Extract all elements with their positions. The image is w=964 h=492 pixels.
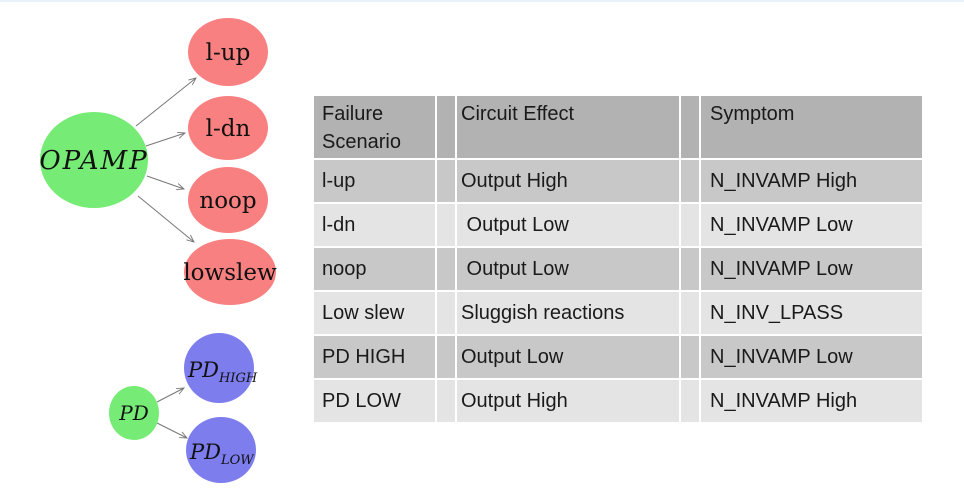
edge-opamp-ldn [145, 133, 185, 147]
node-lowslew [184, 239, 276, 305]
table-row: noop Output Low N_INVAMP Low [314, 248, 922, 290]
scenario-cell: Low slew [314, 292, 435, 334]
symptom-cell: N_INVAMP High [701, 380, 922, 422]
spacer-cell [681, 204, 699, 246]
edge-opamp-lowslew [137, 195, 194, 242]
table-row: Low slew Sluggish reactions N_INV_LPASS [314, 292, 922, 334]
effect-cell: Output Low [457, 248, 679, 290]
edge-pd-pdhigh [156, 388, 184, 403]
node-pd [109, 386, 159, 440]
scenario-cell: l-dn [314, 204, 435, 246]
col-header-symptom: Symptom [701, 96, 922, 158]
table-row: PD LOW Output High N_INVAMP High [314, 380, 922, 422]
node-noop [188, 167, 268, 233]
node-noop-label: noop [199, 188, 256, 214]
header-spacer-2 [681, 96, 699, 158]
edge-pd-pdlow [156, 422, 187, 438]
node-pdhigh-label: PDHIGH [187, 358, 258, 386]
node-pdlow [186, 417, 256, 483]
effect-cell: Output High [457, 160, 679, 202]
fault-tree-diagram: OPAMP l-up l-dn noop lowslew PD PDHIGH P… [39, 18, 277, 483]
effect-cell: Output Low [457, 204, 679, 246]
node-ldn [188, 96, 268, 160]
node-lowslew-label: lowslew [183, 260, 277, 286]
scenario-cell: PD HIGH [314, 336, 435, 378]
node-lup [188, 18, 268, 86]
spacer-cell [437, 380, 455, 422]
node-opamp-label: OPAMP [39, 146, 148, 176]
failure-table: Failure Scenario Circuit Effect Symptom … [312, 94, 924, 424]
pd-tree: PD PDHIGH PDLOW [109, 333, 258, 483]
symptom-cell: N_INVAMP High [701, 160, 922, 202]
symptom-cell: N_INVAMP Low [701, 248, 922, 290]
scenario-cell: PD LOW [314, 380, 435, 422]
effect-cell: Output Low [457, 336, 679, 378]
spacer-cell [681, 380, 699, 422]
node-pd-label: PD [118, 401, 149, 425]
spacer-cell [437, 160, 455, 202]
node-ldn-label: l-dn [206, 116, 251, 142]
symptom-cell: N_INVAMP Low [701, 204, 922, 246]
table-row: PD HIGH Output Low N_INVAMP Low [314, 336, 922, 378]
symptom-cell: N_INVAMP Low [701, 336, 922, 378]
spacer-cell [681, 292, 699, 334]
table-row: l-up Output High N_INVAMP High [314, 160, 922, 202]
node-pdlow-label-sub: LOW [220, 453, 255, 468]
node-pdlow-label-main: PD [189, 440, 221, 464]
spacer-cell [681, 336, 699, 378]
symptom-cell: N_INV_LPASS [701, 292, 922, 334]
spacer-cell [437, 248, 455, 290]
table-header-row: Failure Scenario Circuit Effect Symptom [314, 96, 922, 158]
node-pdhigh-label-main: PD [187, 358, 219, 382]
scenario-cell: noop [314, 248, 435, 290]
spacer-cell [681, 248, 699, 290]
scenario-cell: l-up [314, 160, 435, 202]
node-pdhigh [184, 333, 254, 403]
effect-cell: Sluggish reactions [457, 292, 679, 334]
col-header-failure-scenario: Failure Scenario [314, 96, 435, 158]
node-pdhigh-label-sub: HIGH [218, 371, 258, 386]
spacer-cell [437, 292, 455, 334]
opamp-tree: OPAMP l-up l-dn noop lowslew [39, 18, 277, 305]
spacer-cell [437, 204, 455, 246]
spacer-cell [681, 160, 699, 202]
effect-cell: Output High [457, 380, 679, 422]
top-accent-line [0, 0, 964, 2]
col-header-circuit-effect: Circuit Effect [457, 96, 679, 158]
edge-opamp-noop [146, 175, 184, 189]
node-lup-label: l-up [206, 40, 251, 66]
edge-opamp-lup [135, 78, 196, 127]
node-opamp [40, 112, 148, 208]
table-row: l-dn Output Low N_INVAMP Low [314, 204, 922, 246]
header-spacer-1 [437, 96, 455, 158]
node-pdlow-label: PDLOW [189, 440, 255, 468]
spacer-cell [437, 336, 455, 378]
